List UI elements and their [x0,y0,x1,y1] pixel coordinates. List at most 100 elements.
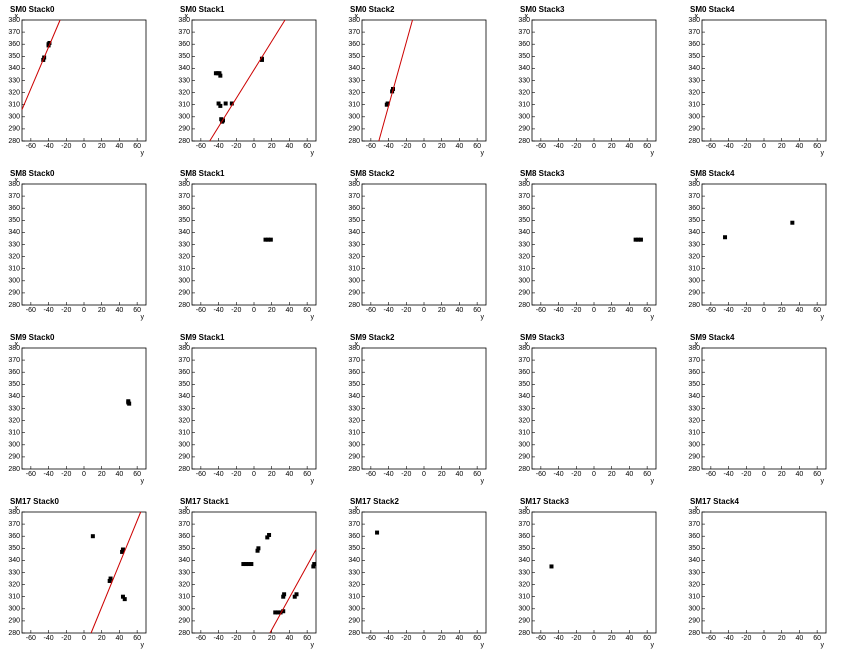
x-tick-label: 0 [82,143,86,150]
y-tick-label: 350 [518,53,530,60]
panel: SM17 Stack1 -60 -40 -20 0 20 40 60 280 290 300 310 3… [178,497,317,649]
x-tick-label: -60 [366,307,376,314]
x-tick-label: 0 [422,307,426,314]
y-tick-label: 300 [688,114,700,121]
y-tick-label: 380 [688,17,700,24]
x-tick-label: 0 [422,471,426,478]
x-tick-label: 40 [116,471,124,478]
y-tick-label: 330 [348,77,360,84]
x-tick-label: 20 [98,471,106,478]
x-tick-label: 0 [82,471,86,478]
y-tick-label: 380 [8,509,20,516]
y-tick-label: 340 [8,65,20,72]
x-tick-label: 60 [643,635,651,642]
plot-frame [21,183,147,306]
x-tick-label: 60 [813,471,821,478]
y-tick-label: 370 [8,29,20,36]
y-tick-label: 360 [518,205,530,212]
x-tick-label: -20 [741,471,751,478]
x-tick-label: -60 [536,635,546,642]
x-tick-label: 20 [778,635,786,642]
hit-marker [723,235,728,240]
x-tick-label: 0 [762,635,766,642]
y-tick-label: 290 [178,618,190,625]
y-tick-label: 380 [688,509,700,516]
y-tick-label: 360 [8,533,20,540]
y-tick-label: 280 [688,302,700,309]
x-tick-label: 20 [778,143,786,150]
x-tick-label: 40 [456,635,464,642]
x-axis-label: y [651,642,655,649]
plot-frame [701,511,827,634]
y-tick-label: 290 [178,290,190,297]
y-tick-label: 340 [518,557,530,564]
x-tick-label: 20 [268,307,276,314]
panel-title: SM17 Stack4 [690,497,739,506]
panel: SM9 Stack0 -60 -40 -20 0 20 40 60 280 290 300 310 32… [8,333,147,485]
y-tick-label: 350 [178,53,190,60]
hit-marker [90,534,95,539]
x-tick-label: -20 [571,471,581,478]
x-axis-label: y [141,642,145,649]
x-tick-label: 40 [286,307,294,314]
y-tick-label: 360 [518,369,530,376]
x-tick-label: 0 [252,307,256,314]
x-tick-label: -20 [741,635,751,642]
hit-marker [294,592,299,597]
y-tick-label: 310 [178,102,190,109]
y-axis-label: x [185,341,189,348]
x-axis-label: y [311,642,315,649]
y-tick-label: 280 [8,302,20,309]
y-tick-label: 350 [8,381,20,388]
y-tick-label: 380 [178,17,190,24]
hit-marker [246,562,251,567]
y-tick-label: 380 [348,181,360,188]
y-tick-label: 300 [8,606,20,613]
y-tick-label: 330 [518,569,530,576]
y-tick-label: 320 [518,89,530,96]
x-tick-label: 60 [303,471,311,478]
y-tick-label: 350 [8,545,20,552]
y-tick-label: 280 [178,302,190,309]
y-tick-label: 350 [178,545,190,552]
hit-marker [256,546,261,551]
hit-marker [218,73,223,78]
y-tick-label: 360 [178,369,190,376]
y-tick-label: 340 [348,229,360,236]
panel-title: SM0 Stack2 [350,5,395,14]
x-axis-label: y [481,314,485,321]
plot-frame [191,511,317,634]
plot-frame [531,347,657,470]
hit-marker [633,237,638,242]
y-tick-label: 360 [518,41,530,48]
hit-marker [216,101,221,106]
hit-marker [255,548,260,553]
y-tick-label: 340 [348,557,360,564]
y-tick-label: 310 [688,266,700,273]
x-tick-label: 20 [608,143,616,150]
x-tick-label: 0 [762,143,766,150]
y-tick-label: 370 [178,193,190,200]
y-tick-label: 280 [178,138,190,145]
y-tick-label: 360 [8,369,20,376]
plot-frame [21,347,147,470]
x-tick-label: 0 [592,471,596,478]
x-tick-label: -60 [366,471,376,478]
y-axis-label: x [185,505,189,512]
x-tick-label: 40 [626,635,634,642]
y-tick-label: 280 [8,466,20,473]
y-tick-label: 290 [348,618,360,625]
x-tick-label: -40 [554,635,564,642]
y-tick-label: 290 [178,126,190,133]
x-axis-label: y [481,478,485,485]
x-tick-label: -40 [44,307,54,314]
y-tick-label: 340 [8,557,20,564]
y-tick-label: 300 [518,606,530,613]
x-tick-label: 20 [268,635,276,642]
x-tick-label: 60 [303,635,311,642]
x-tick-label: 20 [608,307,616,314]
y-tick-label: 380 [8,345,20,352]
y-axis-label: x [695,177,699,184]
y-axis-label: x [355,505,359,512]
y-tick-label: 290 [348,126,360,133]
